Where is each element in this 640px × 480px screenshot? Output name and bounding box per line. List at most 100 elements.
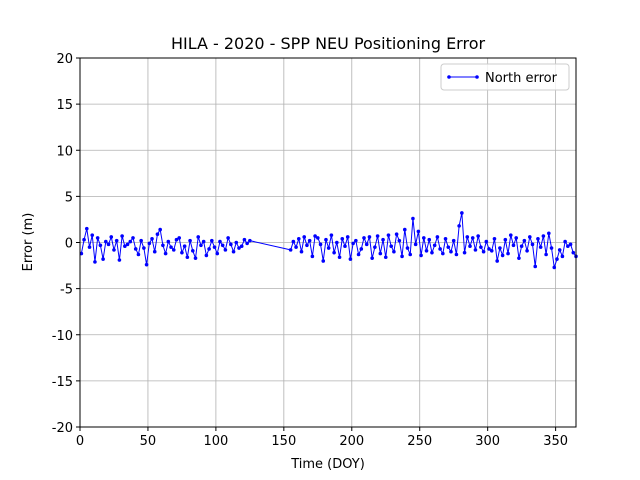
chart-title: HILA - 2020 - SPP NEU Positioning Error <box>171 34 486 53</box>
data-point <box>128 239 133 244</box>
data-point <box>495 259 499 263</box>
y-tick-label: 0 <box>65 237 73 252</box>
data-point <box>220 243 225 248</box>
data-point <box>397 238 402 243</box>
data-point <box>288 248 293 252</box>
x-tick-label: 350 <box>543 434 568 449</box>
data-point <box>359 247 364 251</box>
data-point <box>144 262 149 267</box>
data-point <box>378 251 383 256</box>
data-point <box>549 246 554 250</box>
data-point <box>169 245 173 249</box>
data-point <box>120 234 124 238</box>
data-point <box>326 246 331 250</box>
data-point <box>210 238 214 243</box>
data-point <box>451 238 456 243</box>
data-point <box>462 250 467 255</box>
data-point <box>492 237 497 241</box>
data-point <box>506 251 510 256</box>
data-point <box>199 243 203 248</box>
data-point <box>514 236 519 240</box>
data-point <box>313 234 317 238</box>
data-point <box>291 239 296 244</box>
data-point <box>386 233 391 237</box>
data-point <box>552 265 557 270</box>
data-point <box>204 253 209 258</box>
data-point <box>473 248 478 252</box>
data-point <box>180 250 184 255</box>
data-point <box>133 247 138 251</box>
data-point <box>373 245 377 249</box>
data-point <box>109 235 114 239</box>
data-point <box>508 233 513 237</box>
data-point <box>231 249 236 254</box>
data-point <box>441 251 445 256</box>
y-tick-label: -15 <box>52 375 73 390</box>
data-point <box>207 247 211 251</box>
y-tick-label: -5 <box>60 283 73 298</box>
data-point <box>427 237 432 242</box>
data-point <box>354 238 358 243</box>
data-point <box>381 237 385 242</box>
y-tick-label: -20 <box>52 421 73 436</box>
x-tick-label: 150 <box>271 434 296 449</box>
data-point <box>446 245 451 249</box>
y-tick-label: 5 <box>65 190 73 205</box>
data-point <box>413 242 418 247</box>
data-point <box>316 236 320 240</box>
legend-label: North error <box>485 71 558 86</box>
data-point <box>161 243 165 248</box>
data-point <box>498 246 502 250</box>
data-point <box>405 246 410 250</box>
data-point <box>139 238 143 243</box>
data-point <box>101 257 105 261</box>
data-point <box>454 252 459 257</box>
data-point <box>125 242 130 247</box>
data-point <box>571 250 576 255</box>
legend-marker <box>475 75 479 79</box>
data-point <box>416 229 421 234</box>
data-point <box>158 227 162 232</box>
data-point <box>332 250 336 255</box>
data-point <box>435 235 440 239</box>
data-point <box>201 239 206 244</box>
data-point <box>411 216 415 221</box>
data-point <box>337 255 342 260</box>
data-point <box>163 251 168 256</box>
data-point <box>402 227 407 232</box>
data-point <box>84 226 89 231</box>
data-point <box>432 243 437 248</box>
data-point <box>511 243 516 248</box>
data-point <box>196 235 201 239</box>
data-point <box>152 249 157 254</box>
data-point <box>489 249 494 253</box>
x-tick-label: 50 <box>140 434 157 449</box>
data-point <box>166 239 171 244</box>
data-point <box>335 240 339 245</box>
data-point <box>351 241 355 246</box>
data-point <box>370 256 374 260</box>
data-point <box>93 260 97 264</box>
data-point <box>362 236 366 240</box>
data-point <box>95 236 100 240</box>
data-point <box>117 258 122 262</box>
x-tick-label: 250 <box>407 434 432 449</box>
data-point <box>106 242 111 247</box>
data-point <box>212 245 217 249</box>
data-point <box>457 224 461 228</box>
data-point <box>383 255 388 260</box>
data-point <box>525 249 529 253</box>
data-point <box>302 235 307 239</box>
data-point <box>364 242 369 247</box>
data-point <box>171 248 176 252</box>
data-point <box>536 237 540 241</box>
data-point <box>90 233 95 237</box>
data-point <box>394 232 399 236</box>
data-point <box>98 243 103 248</box>
y-tick-label: -10 <box>52 329 73 344</box>
data-point <box>484 239 489 244</box>
plot-frame <box>79 57 577 428</box>
x-axis-label: Time (DOY) <box>290 457 365 472</box>
data-point <box>468 244 472 248</box>
data-point <box>443 237 448 241</box>
